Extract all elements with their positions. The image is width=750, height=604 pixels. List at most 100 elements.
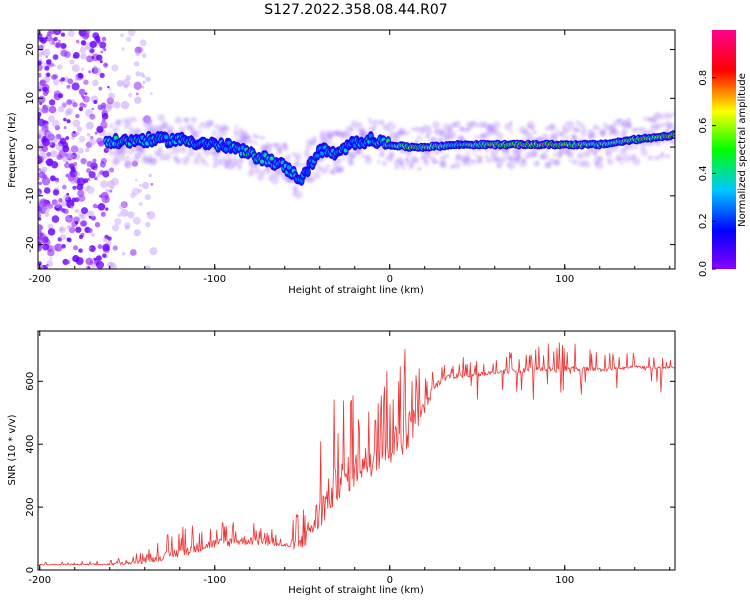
noise-blob [65, 136, 70, 140]
halo-blob [243, 130, 248, 135]
noise-blob [96, 137, 104, 145]
noise-blob [74, 208, 79, 214]
halo-blob [119, 154, 127, 161]
halo-blob [555, 129, 559, 133]
halo-blob [294, 191, 303, 199]
noise-blob [79, 220, 87, 227]
halo-blob [427, 126, 432, 130]
noise-blob [59, 227, 64, 231]
noise-blob [38, 111, 42, 117]
halo-blob [391, 124, 397, 130]
noise-blob [48, 115, 55, 123]
halo-blob [222, 155, 226, 159]
halo-blob [270, 176, 279, 185]
noise-blob [51, 119, 60, 128]
noise-blob [77, 72, 84, 79]
halo-blob [525, 131, 533, 139]
halo-blob [211, 130, 217, 137]
halo-blob [634, 127, 639, 132]
noise-blob [135, 51, 140, 57]
halo-blob [582, 150, 591, 158]
halo-blob [581, 126, 587, 132]
noise-blob [53, 64, 57, 67]
noise-blob [49, 99, 56, 106]
noise-blob [97, 203, 106, 211]
halo-blob [195, 152, 203, 159]
noise-blob [93, 99, 98, 104]
halo-blob [607, 159, 614, 166]
noise-blob [67, 78, 74, 85]
noise-blob [92, 65, 98, 70]
halo-blob [571, 158, 578, 165]
ridge-blob-core [286, 165, 291, 170]
halo-blob [668, 113, 673, 118]
noise-blob [98, 86, 103, 91]
noise-blob [127, 211, 135, 219]
noise-blob [42, 174, 48, 180]
halo-blob [453, 120, 461, 128]
halo-blob [575, 120, 581, 126]
noise-blob [148, 173, 153, 178]
halo-blob [660, 122, 666, 127]
halo-blob [323, 167, 329, 172]
noise-blob [102, 243, 110, 252]
noise-blob [100, 50, 104, 54]
halo-blob [465, 156, 472, 162]
noise-blob [141, 181, 150, 190]
noise-blob [91, 56, 95, 59]
halo-blob [316, 164, 321, 168]
noise-blob [123, 84, 129, 89]
noise-blob [97, 244, 103, 250]
halo-blob [485, 157, 492, 164]
halo-blob [660, 151, 664, 156]
halo-blob [172, 145, 181, 154]
halo-blob [132, 155, 140, 163]
halo-blob [309, 177, 315, 182]
halo-blob [206, 119, 214, 127]
noise-blob [60, 32, 66, 37]
halo-blob [405, 131, 410, 136]
halo-blob [430, 156, 436, 163]
halo-blob [625, 142, 633, 151]
halo-blob [349, 127, 355, 133]
halo-blob [493, 121, 501, 129]
noise-blob [141, 85, 145, 89]
halo-blob [417, 166, 422, 172]
noise-blob [92, 166, 97, 171]
noise-blob [42, 90, 49, 97]
noise-blob [88, 246, 92, 250]
noise-blob [42, 243, 50, 251]
halo-blob [515, 155, 520, 161]
noise-blob [75, 131, 80, 136]
halo-blob [355, 147, 363, 155]
noise-blob [101, 195, 110, 204]
noise-blob [53, 36, 58, 42]
noise-blob [125, 75, 131, 81]
noise-blob [66, 84, 71, 89]
noise-blob [38, 229, 42, 235]
halo-blob [440, 161, 448, 169]
halo-blob [253, 170, 257, 174]
halo-blob [193, 157, 201, 165]
halo-blob [475, 122, 481, 128]
halo-blob [205, 163, 210, 167]
noise-blob [45, 131, 55, 140]
noise-blob [94, 222, 101, 228]
noise-blob [89, 40, 97, 49]
snr-y-label: SNR (10 * v/v) [7, 414, 18, 485]
halo-blob [495, 132, 504, 140]
halo-blob [596, 126, 601, 131]
noise-blob [83, 79, 89, 85]
noise-blob [99, 41, 107, 49]
halo-blob [432, 161, 436, 165]
halo-blob [247, 170, 254, 177]
noise-blob [108, 92, 115, 100]
noise-blob [45, 212, 50, 218]
halo-blob [617, 156, 622, 162]
noise-blob [106, 97, 114, 105]
halo-blob [187, 148, 196, 157]
halo-blob [552, 153, 557, 157]
halo-blob [148, 157, 157, 165]
halo-blob [647, 154, 654, 161]
